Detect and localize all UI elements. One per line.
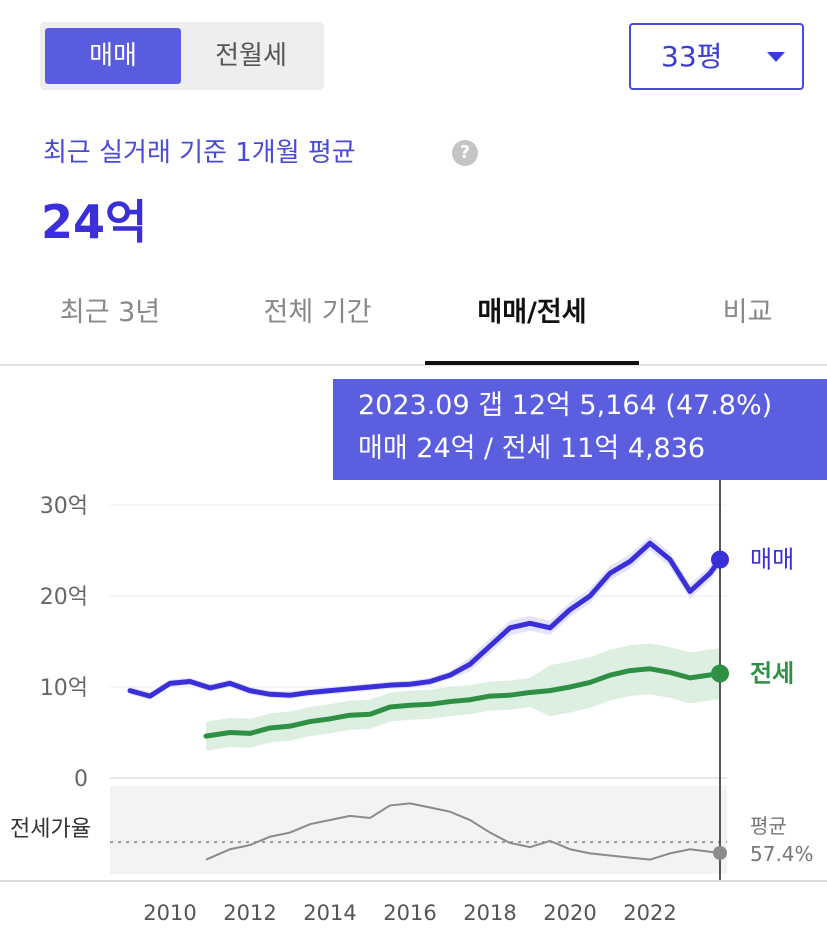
jeonse-range-band — [206, 643, 720, 751]
tooltip-price-line: 매매 24억 / 전세 11억 4,836 — [358, 433, 706, 464]
tab-sale-vs-jeonse[interactable]: 매매/전세 — [477, 297, 587, 328]
active-tab-indicator — [425, 361, 639, 365]
price-basis-subtitle: 최근 실거래 기준 1개월 평균 — [43, 138, 356, 168]
tab-recent-3y[interactable]: 최근 3년 — [59, 297, 161, 328]
x-tick-label: 2010 — [143, 901, 196, 925]
chart-tooltip: 2023.09 갭 12억 5,164 (47.8%) 매매 24억 / 전세 … — [333, 379, 827, 480]
tab-trade-sale[interactable]: 매매 — [45, 28, 181, 84]
sale-line — [127, 540, 723, 699]
x-tick-label: 2012 — [223, 901, 276, 925]
ratio-average-label: 평균 — [750, 814, 787, 838]
y-tick-label: 10억 — [40, 676, 88, 701]
y-tick-label: 0 — [74, 767, 88, 792]
help-icon[interactable]: ? — [452, 140, 478, 166]
x-tick-label: 2016 — [383, 901, 436, 925]
ratio-average-value: 57.4% — [750, 842, 814, 866]
jeonse-line — [203, 666, 723, 739]
x-tick-label: 2022 — [623, 901, 676, 925]
sale-end-marker — [711, 550, 729, 569]
ratio-band — [110, 786, 727, 874]
size-dropdown[interactable]: 33평 — [629, 23, 804, 90]
y-tick-label: 20억 — [40, 585, 88, 610]
average-price: 24억 — [41, 195, 148, 249]
tab-compare[interactable]: 비교 — [722, 297, 773, 328]
x-tick-label: 2020 — [543, 901, 596, 925]
ratio-label: 전세가율 — [10, 817, 91, 842]
ratio-end-marker — [713, 845, 727, 860]
tab-all-period[interactable]: 전체 기간 — [263, 297, 372, 328]
x-tick-label: 2014 — [303, 901, 356, 925]
sale-series-label: 매매 — [750, 546, 794, 574]
jeonse-series-label: 전세 — [750, 660, 794, 688]
tooltip-gap-line: 2023.09 갭 12억 5,164 (47.8%) — [358, 390, 773, 421]
trade-type-toggle: 매매 전월세 — [40, 22, 324, 90]
size-dropdown-label: 33평 — [661, 40, 723, 73]
x-tick-label: 2018 — [463, 901, 516, 925]
tabs-divider — [0, 364, 827, 366]
jeonse-end-marker — [711, 664, 729, 683]
ratio-line — [205, 802, 721, 861]
y-tick-label: 30억 — [40, 494, 88, 519]
caret-down-icon — [767, 52, 785, 62]
tab-trade-rent[interactable]: 전월세 — [215, 41, 287, 71]
